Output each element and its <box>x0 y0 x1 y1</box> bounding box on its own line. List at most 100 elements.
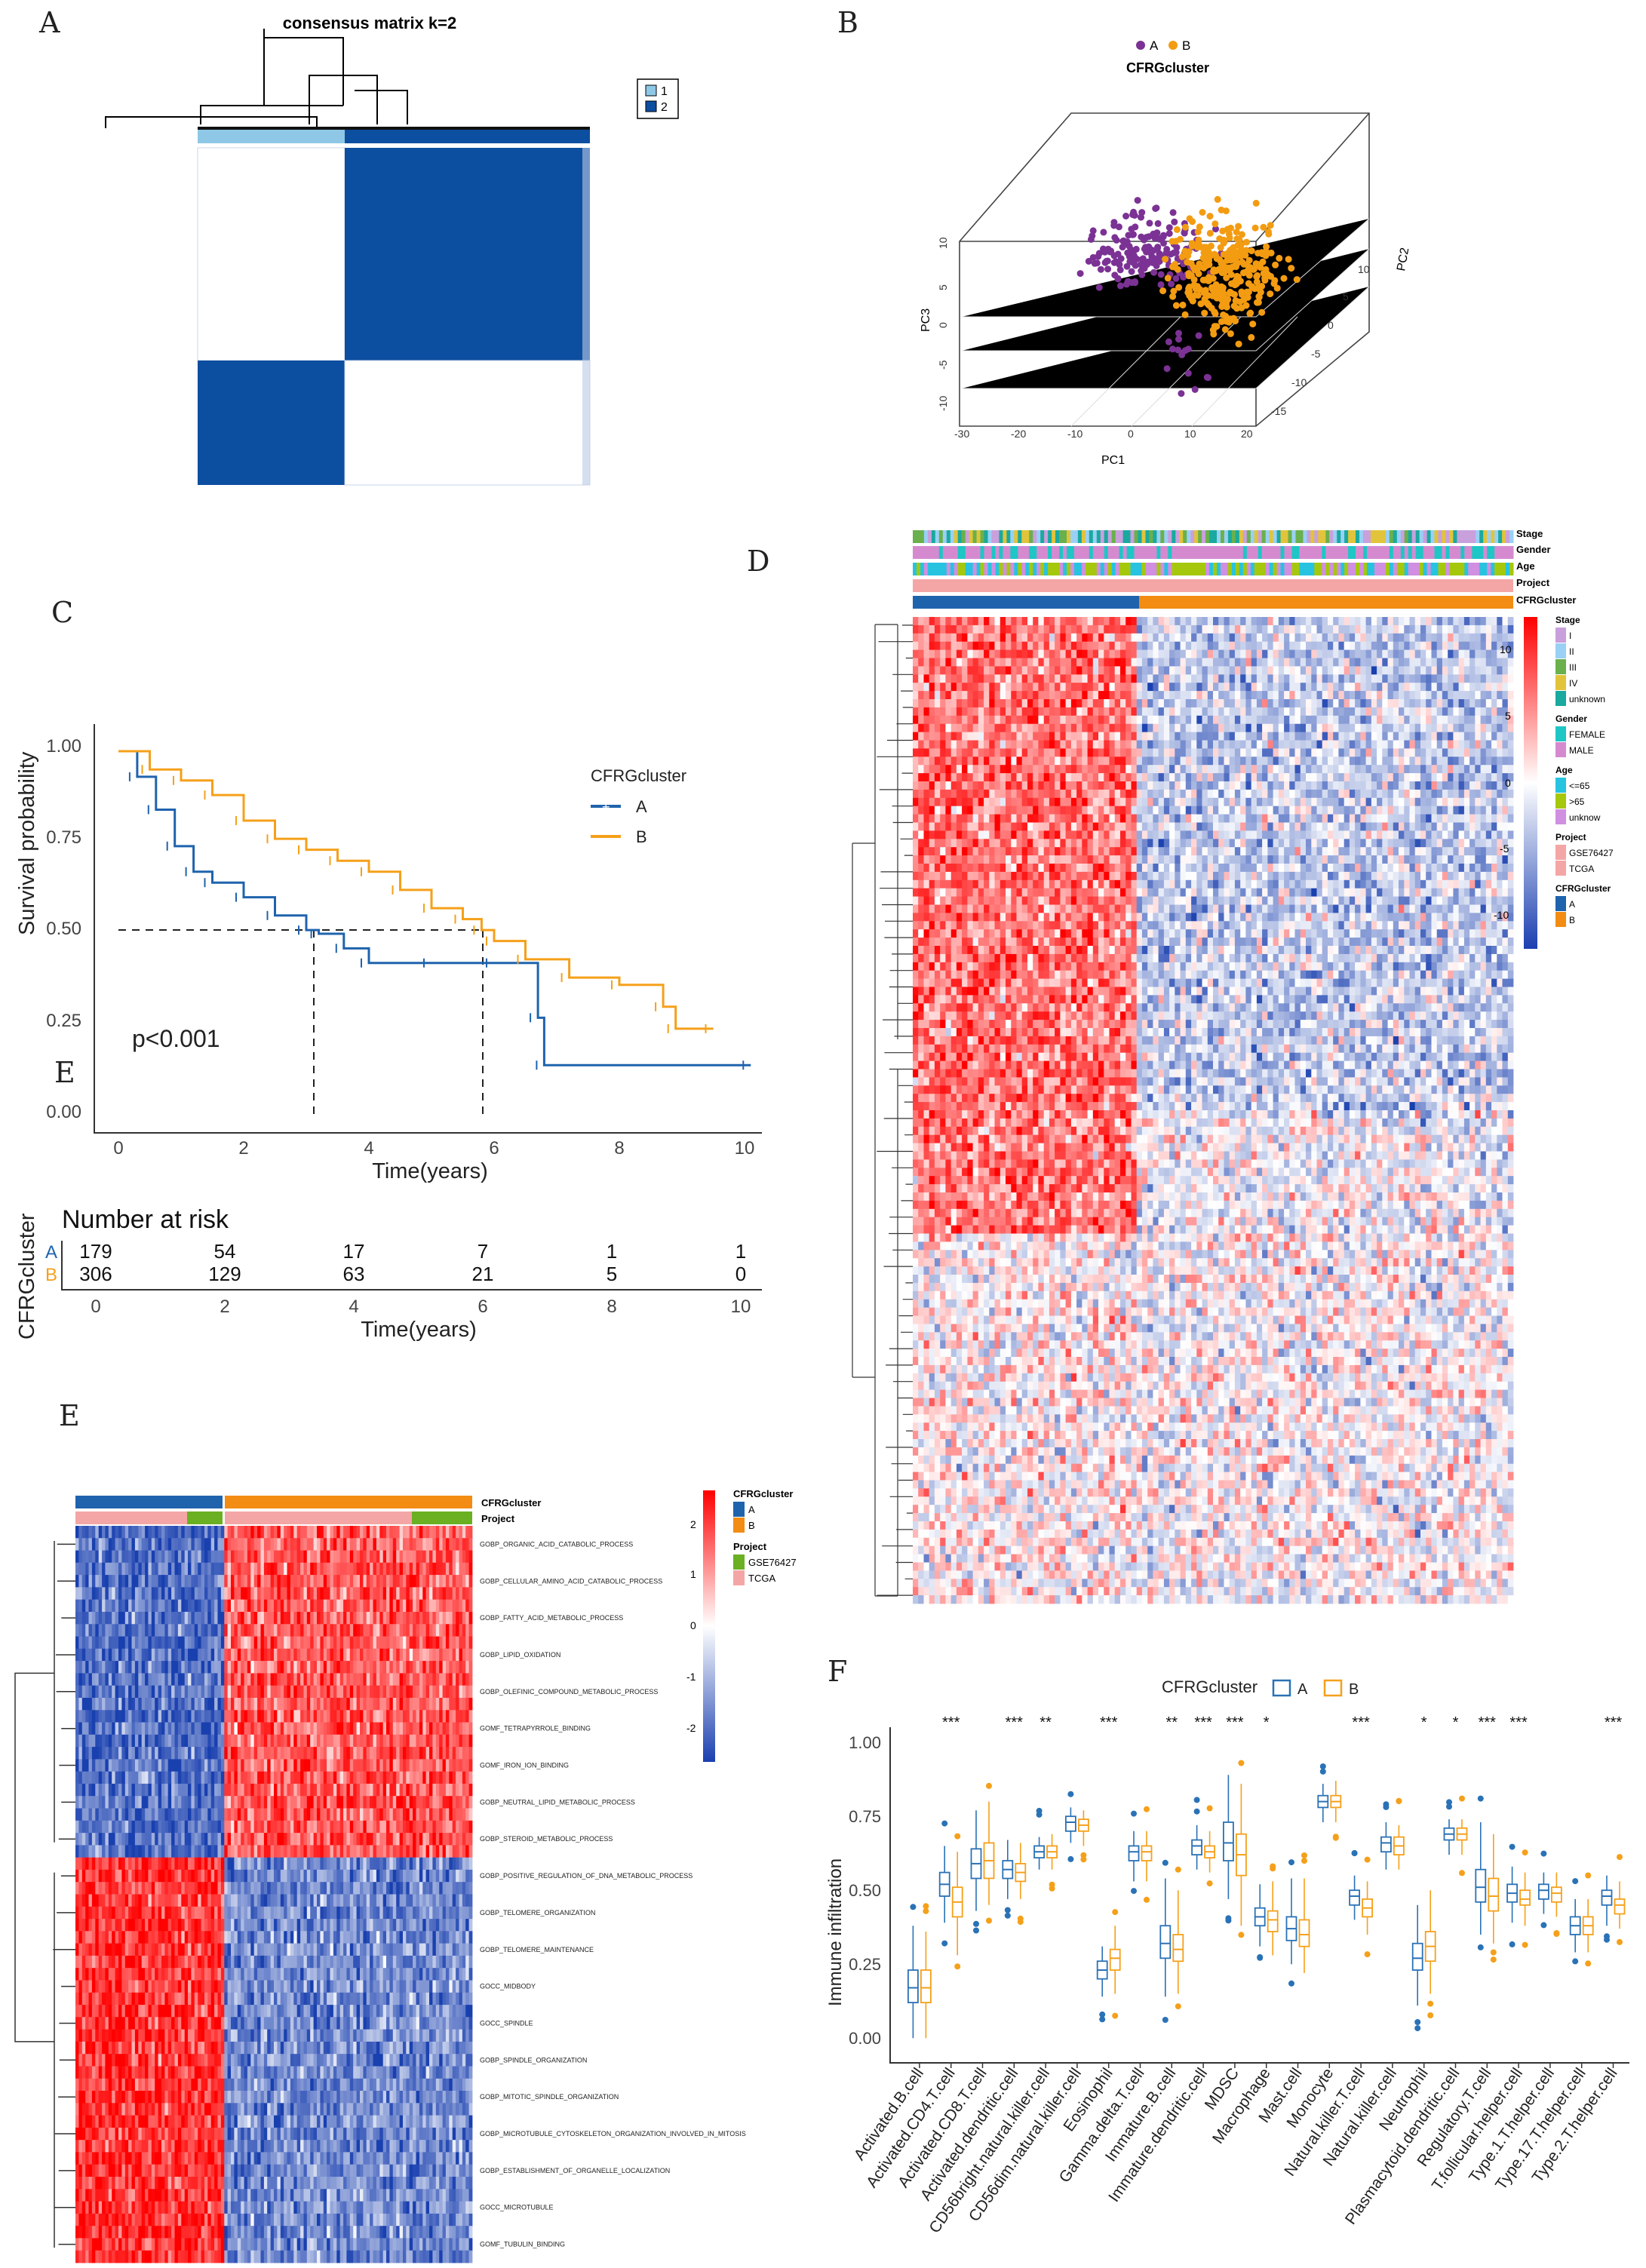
annot-gender-cell <box>1074 546 1079 559</box>
heatmap-d-cell <box>1251 658 1258 667</box>
annot-stage-cell <box>1352 530 1356 543</box>
pca-point-a <box>1185 345 1192 352</box>
annot-age-cell <box>1221 563 1225 575</box>
heatmap-d-cell <box>1181 617 1187 625</box>
heatmap-d-cell <box>1196 650 1202 658</box>
heatmap-d-cell <box>995 642 1001 650</box>
heatmap-d-cell <box>989 666 995 674</box>
heatmap-d-cell <box>1027 634 1033 642</box>
annot-age-cell <box>920 563 925 575</box>
annot-age-cell <box>1483 563 1488 575</box>
heatmap-d-cell <box>1033 642 1039 650</box>
heatmap-d-cell <box>913 617 919 625</box>
heatmap-d-cell <box>940 617 946 625</box>
annot-stage-cell <box>1303 530 1307 543</box>
heatmap-d-cell <box>918 617 924 625</box>
annot-stage-cell <box>1059 530 1064 543</box>
heatmap-d-cell <box>1120 650 1126 658</box>
heatmap-d-cell <box>1006 642 1012 650</box>
annot-gender-cell <box>1266 546 1270 559</box>
annot-stage-cell <box>1198 530 1202 543</box>
annot-stage-cell <box>1423 530 1428 543</box>
heatmap-d-cell <box>1142 650 1148 658</box>
heatmap-d-cell <box>929 666 935 674</box>
annot-stage-cell <box>1457 530 1461 543</box>
heatmap-d-cell <box>1295 658 1301 667</box>
heatmap-d-cell <box>1333 617 1339 625</box>
heatmap-d-cell <box>951 666 957 674</box>
heatmap-d-cell <box>1464 658 1470 667</box>
heatmap-d-cell <box>1448 617 1454 625</box>
annot-gender-cell <box>1055 546 1060 559</box>
annot-stage-cell <box>1021 530 1026 543</box>
annot-gender-cell <box>1131 546 1135 559</box>
annot-stage-cell <box>1401 530 1405 543</box>
heatmap-d-cell <box>1420 625 1426 634</box>
heatmap-d-cell <box>1093 658 1099 667</box>
heatmap-d-cell <box>1186 666 1192 674</box>
heatmap-d-cell <box>1049 666 1055 674</box>
annot-gender-cell <box>1273 546 1278 559</box>
heatmap-d-cell <box>940 666 946 674</box>
annot-age-cell <box>1386 563 1390 575</box>
heatmap-d-cell <box>1393 650 1399 658</box>
heatmap-d-cell <box>1338 658 1344 667</box>
heatmap-d-cell <box>1033 625 1039 634</box>
heatmap-d-cell <box>1469 634 1476 642</box>
risk-xlabel: Time(years) <box>361 1318 477 1342</box>
heatmap-d-cell <box>1459 642 1465 650</box>
heatmap-d-cell <box>1142 666 1148 674</box>
heatmap-d-cell <box>1503 625 1509 634</box>
annot-stage-cell <box>1074 530 1079 543</box>
heatmap-d-cell <box>1371 650 1377 658</box>
annot-age-cell <box>1156 563 1161 575</box>
heatmap-d-cell <box>1235 666 1241 674</box>
annot-gender-cell <box>1423 546 1428 559</box>
annot-stage-cell <box>1044 530 1049 543</box>
heatmap-d-cell <box>1448 658 1454 667</box>
heatmap-d-cell <box>957 650 963 658</box>
annot-age-cell <box>1266 563 1270 575</box>
pca-point-a <box>1172 275 1179 282</box>
risk-axes <box>62 1241 762 1290</box>
heatmap-d-cell <box>951 650 957 658</box>
heatmap-d-cell <box>1366 658 1372 667</box>
heatmap-d-cell <box>1017 666 1023 674</box>
pca-point-b <box>1267 222 1274 229</box>
heatmap-d-cell <box>951 617 957 625</box>
heatmap-d-cell <box>1333 634 1339 642</box>
annot-gender-cell <box>1277 546 1282 559</box>
heatmap-d-cell <box>1355 617 1361 625</box>
heatmap-d-cell <box>1432 650 1438 658</box>
heatmap-d-cell <box>1098 617 1104 625</box>
heatmap-d-cell <box>1132 634 1138 642</box>
annot-stage-cell <box>1285 530 1289 543</box>
pca-point-a <box>1111 272 1118 278</box>
risk-xtick: 8 <box>607 1297 616 1317</box>
pca-point-b <box>1159 287 1166 294</box>
heatmap-d-cell <box>1420 617 1426 625</box>
heatmap-d-cell <box>1388 625 1394 634</box>
legend-a-label-2: 2 <box>661 101 668 114</box>
annot-stage-cell <box>1010 530 1015 543</box>
heatmap-d-cell <box>1388 658 1394 667</box>
pca-point-b <box>1196 286 1203 293</box>
pca-point-b <box>1222 326 1229 333</box>
heatmap-d-cell <box>1245 625 1251 634</box>
heatmap-d-cell <box>1208 634 1214 642</box>
heatmap-d-cell <box>1147 642 1153 650</box>
annot-gender-cell <box>996 546 1000 559</box>
heatmap-d-cell <box>1110 642 1116 650</box>
heatmap-d-cell <box>1475 650 1481 658</box>
heatmap-d-cell <box>1295 650 1301 658</box>
pca-point-b <box>1169 293 1176 300</box>
pc3-tick: 5 <box>937 284 949 290</box>
heatmap-d-cell <box>1251 625 1258 634</box>
heatmap-d-cell <box>1301 658 1307 667</box>
pca-point-b <box>1215 196 1221 203</box>
annot-gender-cell <box>920 546 925 559</box>
heatmap-d-cell <box>1322 634 1328 642</box>
heatmap-d-cell <box>978 634 984 642</box>
heatmap-d-cell <box>1088 650 1094 658</box>
annot-gender-cell <box>962 546 966 559</box>
